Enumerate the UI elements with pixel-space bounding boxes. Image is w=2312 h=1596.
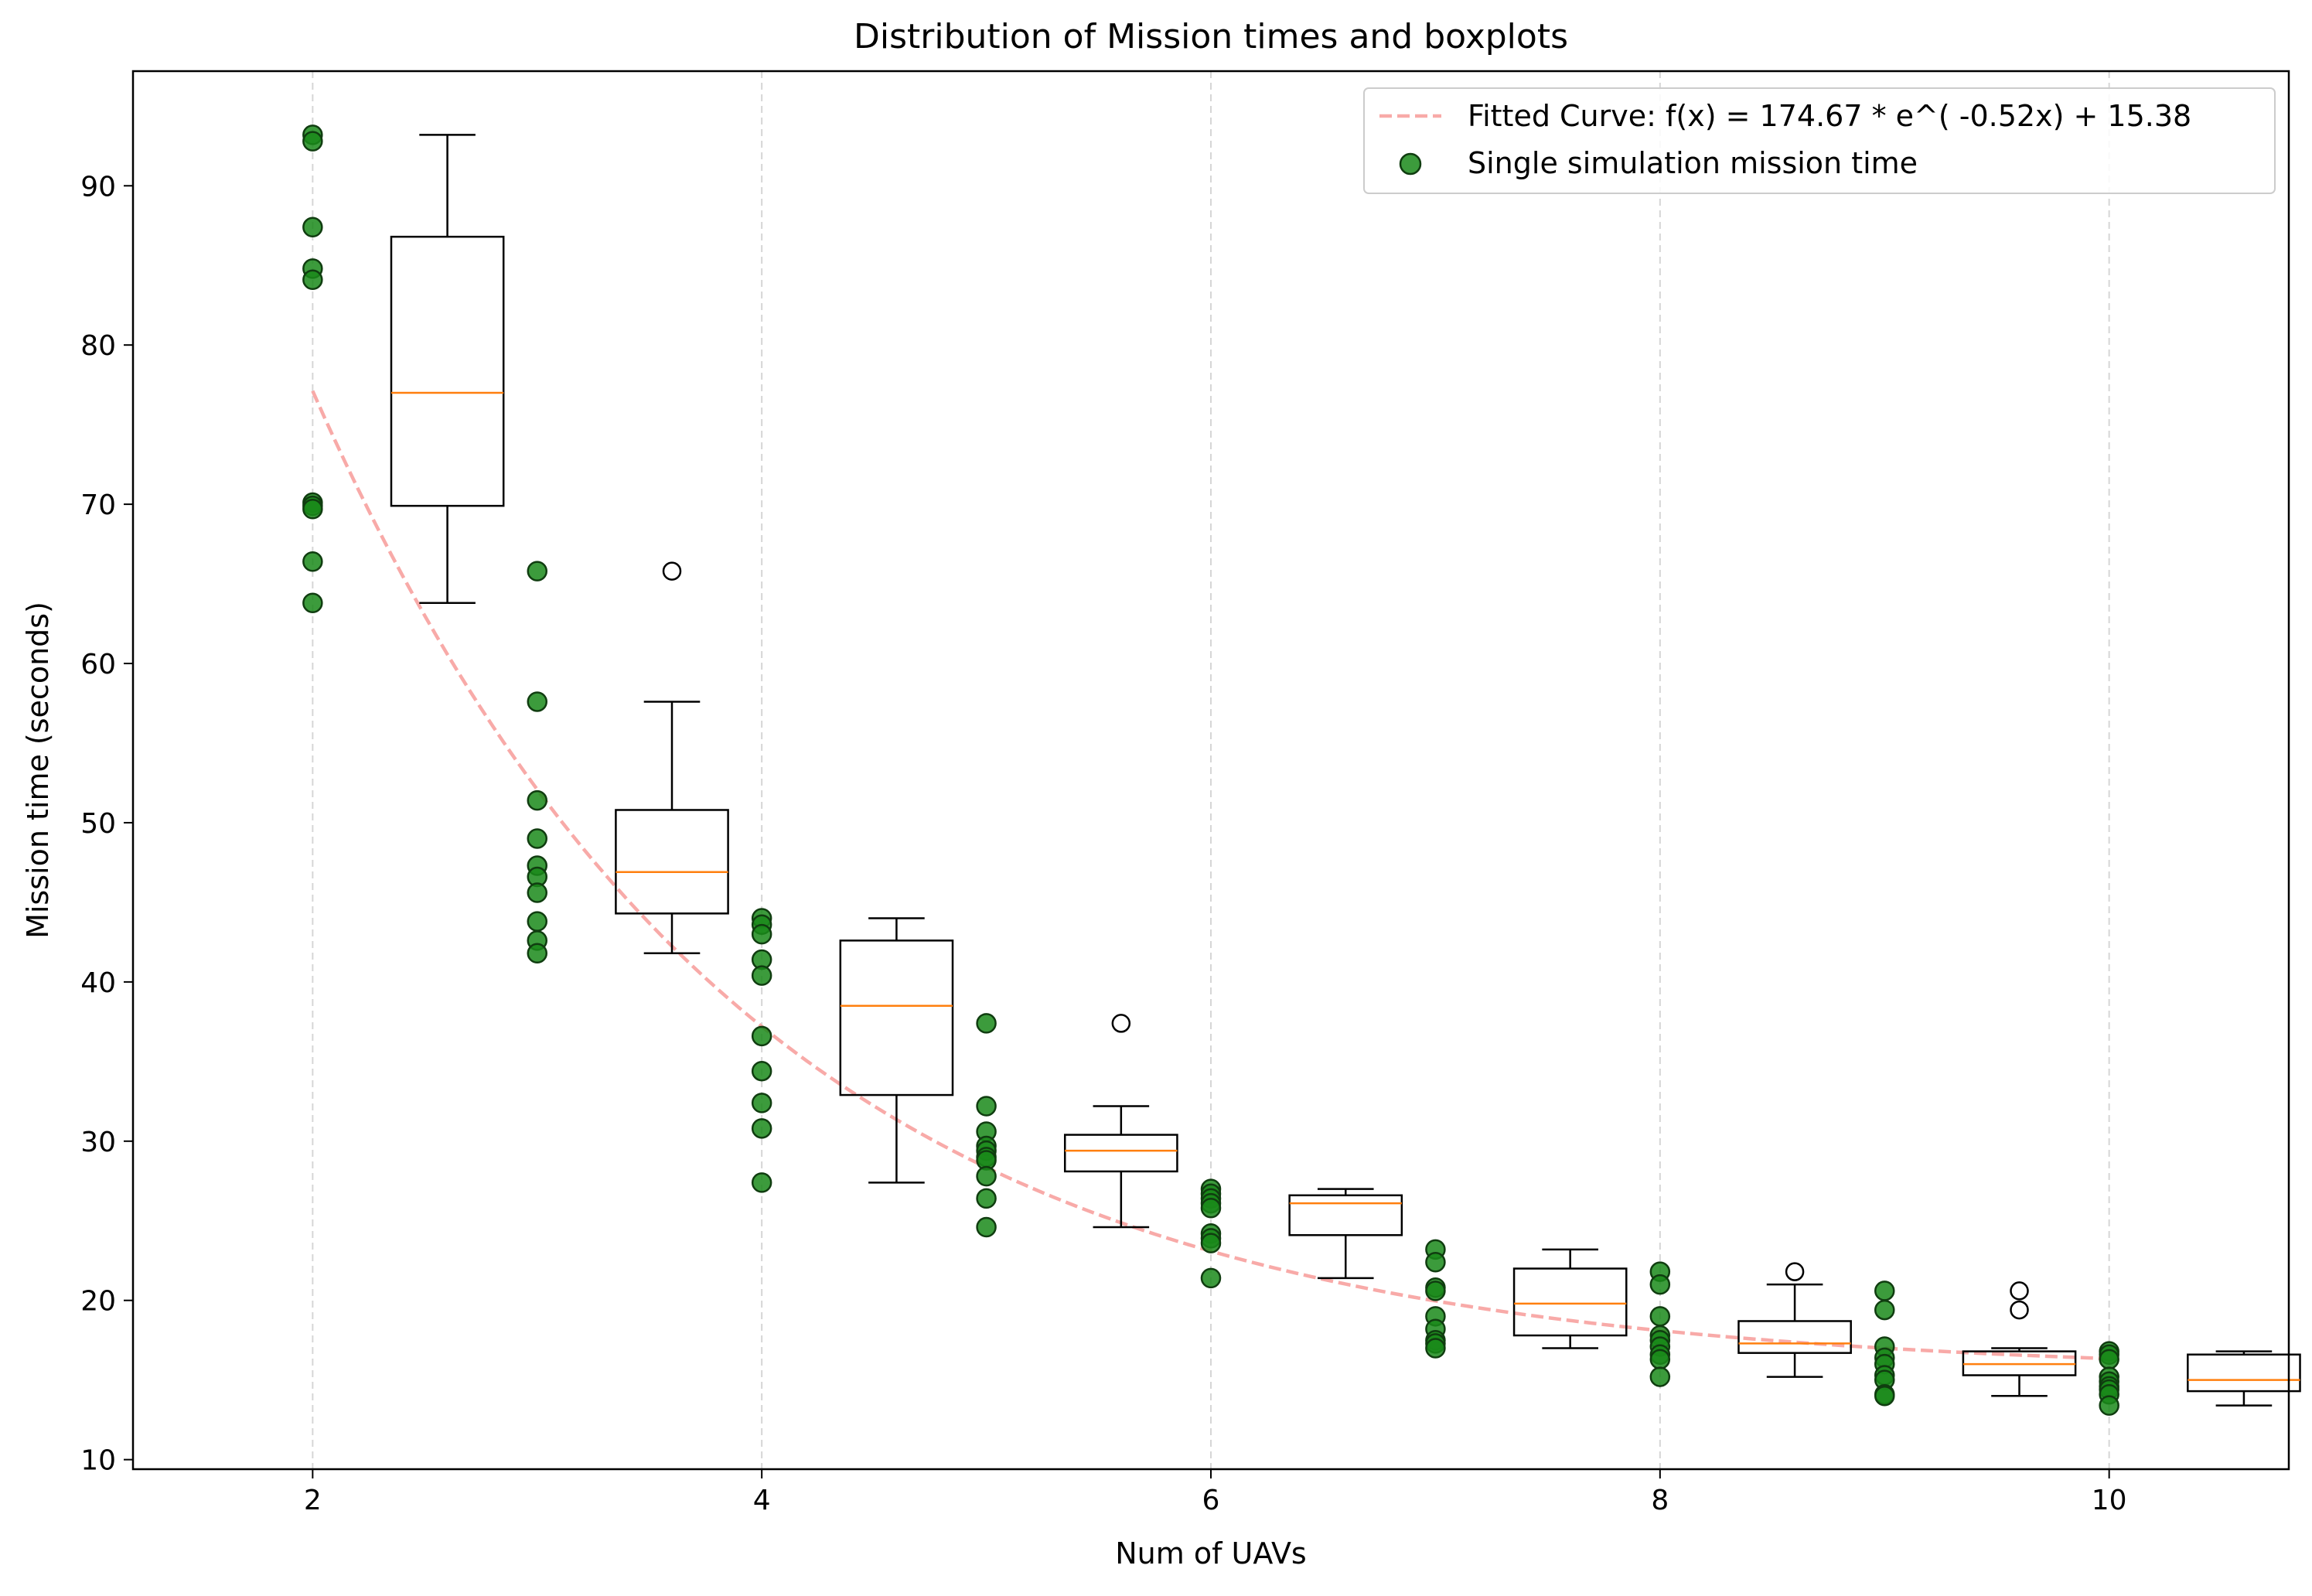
scatter-point-x10-2 [2099, 1349, 2119, 1370]
scatter-point-x9-1 [1874, 1299, 1895, 1321]
scatter-point-x6-7 [1200, 1233, 1222, 1253]
boxplot-5 [1288, 1188, 1403, 1280]
legend: Fitted Curve: f(x) = 174.67 * e^( -0.52x… [1363, 87, 2276, 194]
scatter-point-x7-8 [1425, 1338, 1446, 1359]
box-iqr [1737, 1320, 1852, 1354]
scatter-point-x4-6 [751, 1060, 772, 1082]
scatter-point-x2-7 [302, 499, 323, 520]
scatter-point-x8-7 [1649, 1349, 1671, 1370]
scatter-point-x9-0 [1874, 1281, 1895, 1301]
scatter-point-x3-9 [527, 943, 547, 964]
scatter-point-x4-7 [751, 1093, 772, 1113]
y-tick-label-10: 10 [80, 1445, 116, 1477]
x-axis: 2 4 6 8 10 [304, 1469, 2127, 1516]
boxplot-6 [1512, 1248, 1628, 1349]
y-tick-label-70: 70 [80, 489, 116, 521]
scatter-point-x5-9 [976, 1216, 997, 1238]
boxplot-9 [2187, 1350, 2301, 1407]
boxplot-8 [1962, 1281, 2077, 1397]
outlier-0 [1111, 1014, 1131, 1033]
scatter-point-x5-1 [976, 1096, 997, 1117]
boxplot-3 [839, 917, 954, 1184]
y-axis: 10 20 30 40 50 60 70 80 90 [80, 171, 133, 1477]
grid-layer [312, 71, 2110, 1469]
box-iqr [2187, 1353, 2301, 1393]
y-tick-label-90: 90 [80, 171, 116, 203]
scatter-point-x2-1 [302, 131, 323, 152]
scatter-point-x3-1 [527, 691, 547, 712]
scatter-point-x9-8 [1874, 1386, 1895, 1407]
scatter-point-x7-1 [1425, 1252, 1446, 1273]
scatter-point-x6-4 [1200, 1198, 1222, 1219]
box-iqr [1288, 1194, 1403, 1236]
outlier-1 [2010, 1300, 2029, 1320]
scatter-point-x3-0 [527, 561, 547, 581]
scatter-layer [302, 124, 2119, 1416]
box-iqr [390, 235, 505, 507]
outlier-0 [1785, 1262, 1805, 1281]
scatter-point-x4-5 [751, 1025, 772, 1047]
boxplot-2 [615, 561, 729, 955]
y-tick-label-40: 40 [80, 967, 116, 999]
scatter-point-x4-8 [751, 1118, 772, 1139]
scatter-point-x4-9 [751, 1172, 772, 1193]
box-iqr [1512, 1267, 1628, 1337]
box-layer [390, 134, 2301, 1407]
x-tick-label-10: 10 [2092, 1485, 2127, 1516]
chart-title: Distribution of Mission times and boxplo… [854, 17, 1568, 56]
scatter-point-x3-7 [527, 911, 547, 932]
boxplot-1 [390, 134, 505, 605]
legend-scatter-swatch [1399, 152, 1422, 176]
scatter-point-x2-4 [302, 269, 323, 291]
scatter-point-x2-9 [302, 592, 323, 614]
scatter-point-x4-2 [751, 923, 772, 945]
box-iqr [615, 809, 729, 915]
y-tick-label-80: 80 [80, 330, 116, 362]
scatter-point-x2-8 [302, 551, 323, 572]
x-tick-label-8: 8 [1651, 1485, 1669, 1516]
boxplot-4 [1063, 1014, 1178, 1229]
x-tick-label-6: 6 [1202, 1485, 1220, 1516]
box-iqr [1063, 1134, 1178, 1173]
legend-scatter-label: Single simulation mission time [1468, 146, 1918, 180]
y-tick-label-60: 60 [80, 649, 116, 680]
scatter-point-x2-2 [302, 217, 323, 238]
outlier-0 [662, 561, 682, 581]
scatter-point-x4-4 [751, 965, 772, 986]
y-tick-label-50: 50 [80, 808, 116, 840]
y-tick-label-20: 20 [80, 1286, 116, 1318]
outlier-0 [2010, 1281, 2029, 1301]
x-tick-label-4: 4 [753, 1485, 771, 1516]
boxplot-7 [1737, 1262, 1852, 1378]
scatter-point-x3-6 [527, 882, 547, 903]
legend-box [1363, 87, 2276, 194]
y-tick-label-30: 30 [80, 1127, 116, 1158]
scatter-point-x8-8 [1649, 1366, 1671, 1387]
scatter-point-x5-0 [976, 1013, 997, 1034]
scatter-point-x10-8 [2099, 1395, 2119, 1416]
scatter-point-x5-7 [976, 1165, 997, 1187]
box-iqr [839, 940, 954, 1096]
scatter-point-x5-8 [976, 1188, 997, 1209]
y-axis-label: Mission time (seconds) [21, 602, 55, 939]
scatter-point-x3-3 [527, 828, 547, 849]
scatter-point-x6-8 [1200, 1267, 1222, 1289]
x-axis-label: Num of UAVs [1115, 1536, 1306, 1570]
scatter-point-x3-2 [527, 789, 547, 811]
scatter-point-x8-2 [1649, 1306, 1671, 1327]
scatter-point-x7-3 [1425, 1281, 1446, 1301]
x-tick-label-2: 2 [304, 1485, 322, 1516]
legend-fit-label: Fitted Curve: f(x) = 174.67 * e^( -0.52x… [1468, 99, 2191, 133]
scatter-point-x8-1 [1649, 1274, 1671, 1295]
